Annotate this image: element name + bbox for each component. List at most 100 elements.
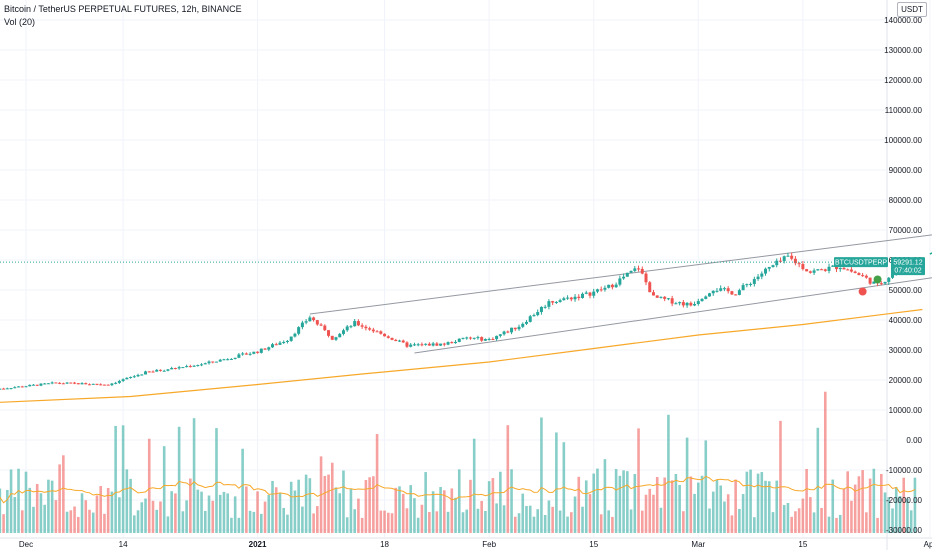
- volume-bar: [267, 494, 271, 533]
- candle-body: [491, 339, 495, 341]
- volume-bar: [790, 516, 793, 533]
- candle-body: [125, 377, 129, 380]
- volume-bar: [454, 497, 457, 533]
- volume-bar: [719, 485, 723, 533]
- candle-body: [793, 258, 797, 264]
- volume-bar: [786, 502, 790, 533]
- candle-body: [827, 266, 831, 271]
- volume-bar: [652, 494, 655, 533]
- x-axis[interactable]: Dec14202118Feb15Mar15Apr19May17Jun14Jul: [19, 540, 932, 549]
- candle-body: [424, 343, 428, 345]
- candle-body: [263, 348, 267, 350]
- candle-body: [102, 384, 106, 386]
- volume-bar: [383, 510, 386, 533]
- volume-bar: [741, 494, 745, 533]
- volume-bar: [226, 493, 229, 533]
- volume-bar: [54, 500, 58, 533]
- candle-body: [513, 327, 517, 330]
- volume-bar: [357, 498, 360, 533]
- candle-body: [472, 337, 476, 339]
- candle-body: [722, 288, 726, 290]
- volume-bar: [125, 469, 129, 533]
- candle-body: [678, 302, 682, 304]
- candle-body: [834, 265, 838, 270]
- candle-body: [368, 328, 372, 330]
- candle-body: [293, 333, 297, 337]
- symbol-title[interactable]: Bitcoin / TetherUS PERPETUAL FUTURES, 12…: [4, 4, 242, 14]
- candle-body: [80, 383, 84, 385]
- candle-body: [808, 271, 812, 273]
- volume-bar: [166, 516, 170, 533]
- volume-bar: [513, 516, 517, 533]
- volume-bar: [618, 475, 622, 533]
- volume-bar: [353, 509, 356, 533]
- volume-bar: [674, 473, 678, 533]
- candle-body: [308, 317, 312, 322]
- candle-body: [330, 335, 334, 340]
- candle-body: [648, 282, 652, 293]
- candle-body: [524, 321, 528, 324]
- candle-body: [200, 364, 204, 366]
- volume-bar: [525, 505, 528, 533]
- candle-body: [248, 353, 252, 355]
- candle-body: [846, 269, 850, 271]
- y-tick-label: 80000.00: [889, 196, 923, 205]
- candle-body: [838, 267, 842, 270]
- volume-bar: [913, 477, 917, 533]
- volume-bar: [338, 493, 342, 533]
- candle-body: [338, 333, 342, 338]
- y-tick-label: 20000.00: [889, 376, 923, 385]
- candle-body: [681, 302, 685, 306]
- volume-bar: [880, 473, 883, 533]
- volume-bar: [835, 517, 838, 533]
- volume-bar: [386, 512, 390, 533]
- volume-bar: [222, 491, 226, 533]
- candle-body: [805, 269, 809, 272]
- volume-bar: [446, 511, 450, 533]
- candle-body: [704, 296, 708, 299]
- volume-bar: [887, 497, 891, 533]
- candle-body: [861, 275, 865, 277]
- volume-bar: [599, 514, 603, 533]
- candle-body: [379, 331, 383, 334]
- volume-bar: [461, 512, 465, 533]
- volume-bar: [495, 503, 498, 533]
- volume-bar: [424, 472, 427, 533]
- candle-body: [289, 336, 293, 341]
- candle-body: [390, 337, 394, 340]
- volume-bar: [159, 501, 162, 533]
- candle-body: [510, 327, 514, 333]
- volume-bar: [894, 487, 898, 533]
- candle-body: [629, 270, 633, 273]
- currency-button[interactable]: USDT: [897, 2, 927, 17]
- candle-body: [114, 382, 118, 384]
- candle-body: [256, 351, 260, 353]
- candle-body: [782, 256, 786, 262]
- volume-bar: [685, 437, 689, 533]
- candle-body: [872, 281, 876, 284]
- volume-bar: [420, 504, 424, 533]
- volume-bar: [603, 459, 607, 533]
- y-axis[interactable]: 140000.00 130000.00 120000.00 110000.00 1000…: [884, 16, 922, 535]
- volume-bar: [443, 490, 446, 533]
- y-tick-label: -20000.00: [886, 496, 923, 505]
- candle-body: [483, 339, 487, 341]
- volume-bar: [379, 510, 383, 533]
- volume-bar: [704, 440, 708, 533]
- volume-bar: [592, 473, 596, 533]
- trend-channel[interactable]: [309, 200, 932, 354]
- volume-bar: [99, 486, 102, 533]
- indicator-title[interactable]: Vol (20): [4, 17, 36, 27]
- y-tick-label: 0.00: [906, 436, 922, 445]
- price-label-value: 59291.12: [893, 260, 922, 267]
- candle-body: [670, 298, 674, 304]
- candle-body: [412, 344, 416, 346]
- volume-bar: [771, 512, 775, 533]
- volume-bar: [144, 498, 147, 533]
- candle-body: [764, 268, 768, 274]
- volume-bar: [211, 500, 215, 533]
- volume-bar: [517, 513, 521, 533]
- volume-bar: [155, 509, 159, 533]
- volume-bar: [614, 469, 618, 533]
